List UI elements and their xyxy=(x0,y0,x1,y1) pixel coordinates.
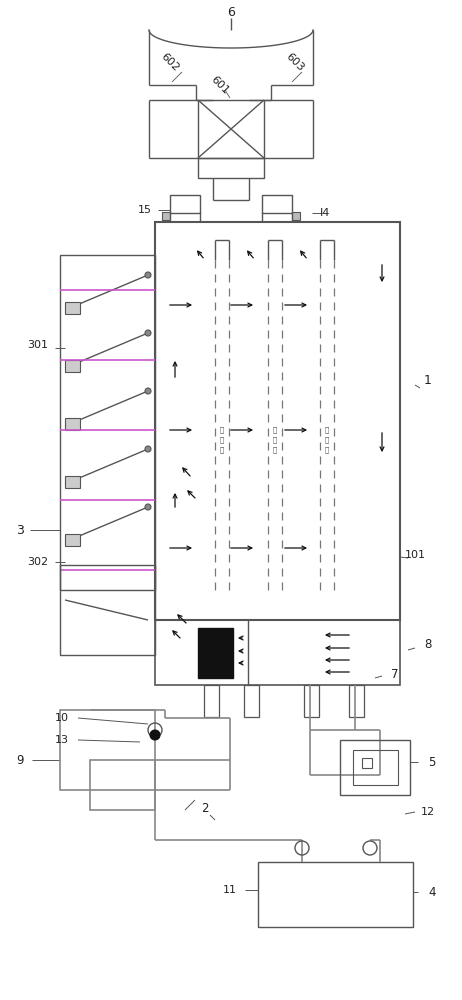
Bar xyxy=(65,360,80,372)
Text: 302: 302 xyxy=(27,557,49,567)
Text: 4: 4 xyxy=(428,886,436,898)
Text: 烘: 烘 xyxy=(325,427,329,433)
Circle shape xyxy=(145,446,151,452)
Bar xyxy=(65,476,80,488)
Bar xyxy=(340,740,410,795)
Text: 9: 9 xyxy=(16,754,24,766)
Text: 11: 11 xyxy=(223,885,237,895)
Bar xyxy=(162,212,170,220)
Bar xyxy=(65,302,80,314)
Bar xyxy=(155,620,400,685)
Bar xyxy=(198,158,264,178)
Bar xyxy=(90,760,155,810)
Text: 10: 10 xyxy=(55,713,69,723)
Text: 12: 12 xyxy=(421,807,435,817)
Text: 602: 602 xyxy=(159,51,181,73)
Text: 3: 3 xyxy=(16,524,24,536)
Text: 烘: 烘 xyxy=(220,427,224,433)
Bar xyxy=(244,685,259,717)
Text: 干: 干 xyxy=(273,437,277,443)
Text: 8: 8 xyxy=(424,639,432,652)
Bar xyxy=(353,750,398,785)
Circle shape xyxy=(145,388,151,394)
Text: 6: 6 xyxy=(227,5,235,18)
Bar xyxy=(170,195,200,213)
Bar xyxy=(60,565,155,655)
Text: 2: 2 xyxy=(201,802,209,814)
Bar xyxy=(65,534,80,546)
Text: 烘: 烘 xyxy=(273,427,277,433)
Text: 干: 干 xyxy=(325,437,329,443)
Text: 15: 15 xyxy=(138,205,152,215)
Text: 5: 5 xyxy=(428,756,436,768)
Circle shape xyxy=(145,504,151,510)
Bar xyxy=(60,710,155,790)
Text: 架: 架 xyxy=(220,447,224,453)
Bar xyxy=(262,195,292,213)
Circle shape xyxy=(145,272,151,278)
Text: 13: 13 xyxy=(55,735,69,745)
Bar xyxy=(349,685,364,717)
Bar xyxy=(258,862,413,927)
Bar xyxy=(198,628,233,678)
Text: 101: 101 xyxy=(405,550,426,560)
Text: 干: 干 xyxy=(220,437,224,443)
Circle shape xyxy=(145,330,151,336)
Bar xyxy=(292,212,300,220)
Text: 1: 1 xyxy=(424,373,432,386)
Text: I4: I4 xyxy=(320,208,330,218)
Bar xyxy=(65,418,80,430)
Text: 架: 架 xyxy=(273,447,277,453)
Text: 603: 603 xyxy=(284,51,306,73)
Bar xyxy=(155,222,400,620)
Text: 301: 301 xyxy=(28,340,49,350)
Text: 601: 601 xyxy=(209,74,231,96)
Bar xyxy=(60,255,155,590)
Circle shape xyxy=(150,730,160,740)
Bar xyxy=(204,685,219,717)
Bar xyxy=(362,758,372,768)
Text: 架: 架 xyxy=(325,447,329,453)
Text: 7: 7 xyxy=(391,668,399,682)
Bar xyxy=(198,100,264,158)
Bar xyxy=(304,685,319,717)
